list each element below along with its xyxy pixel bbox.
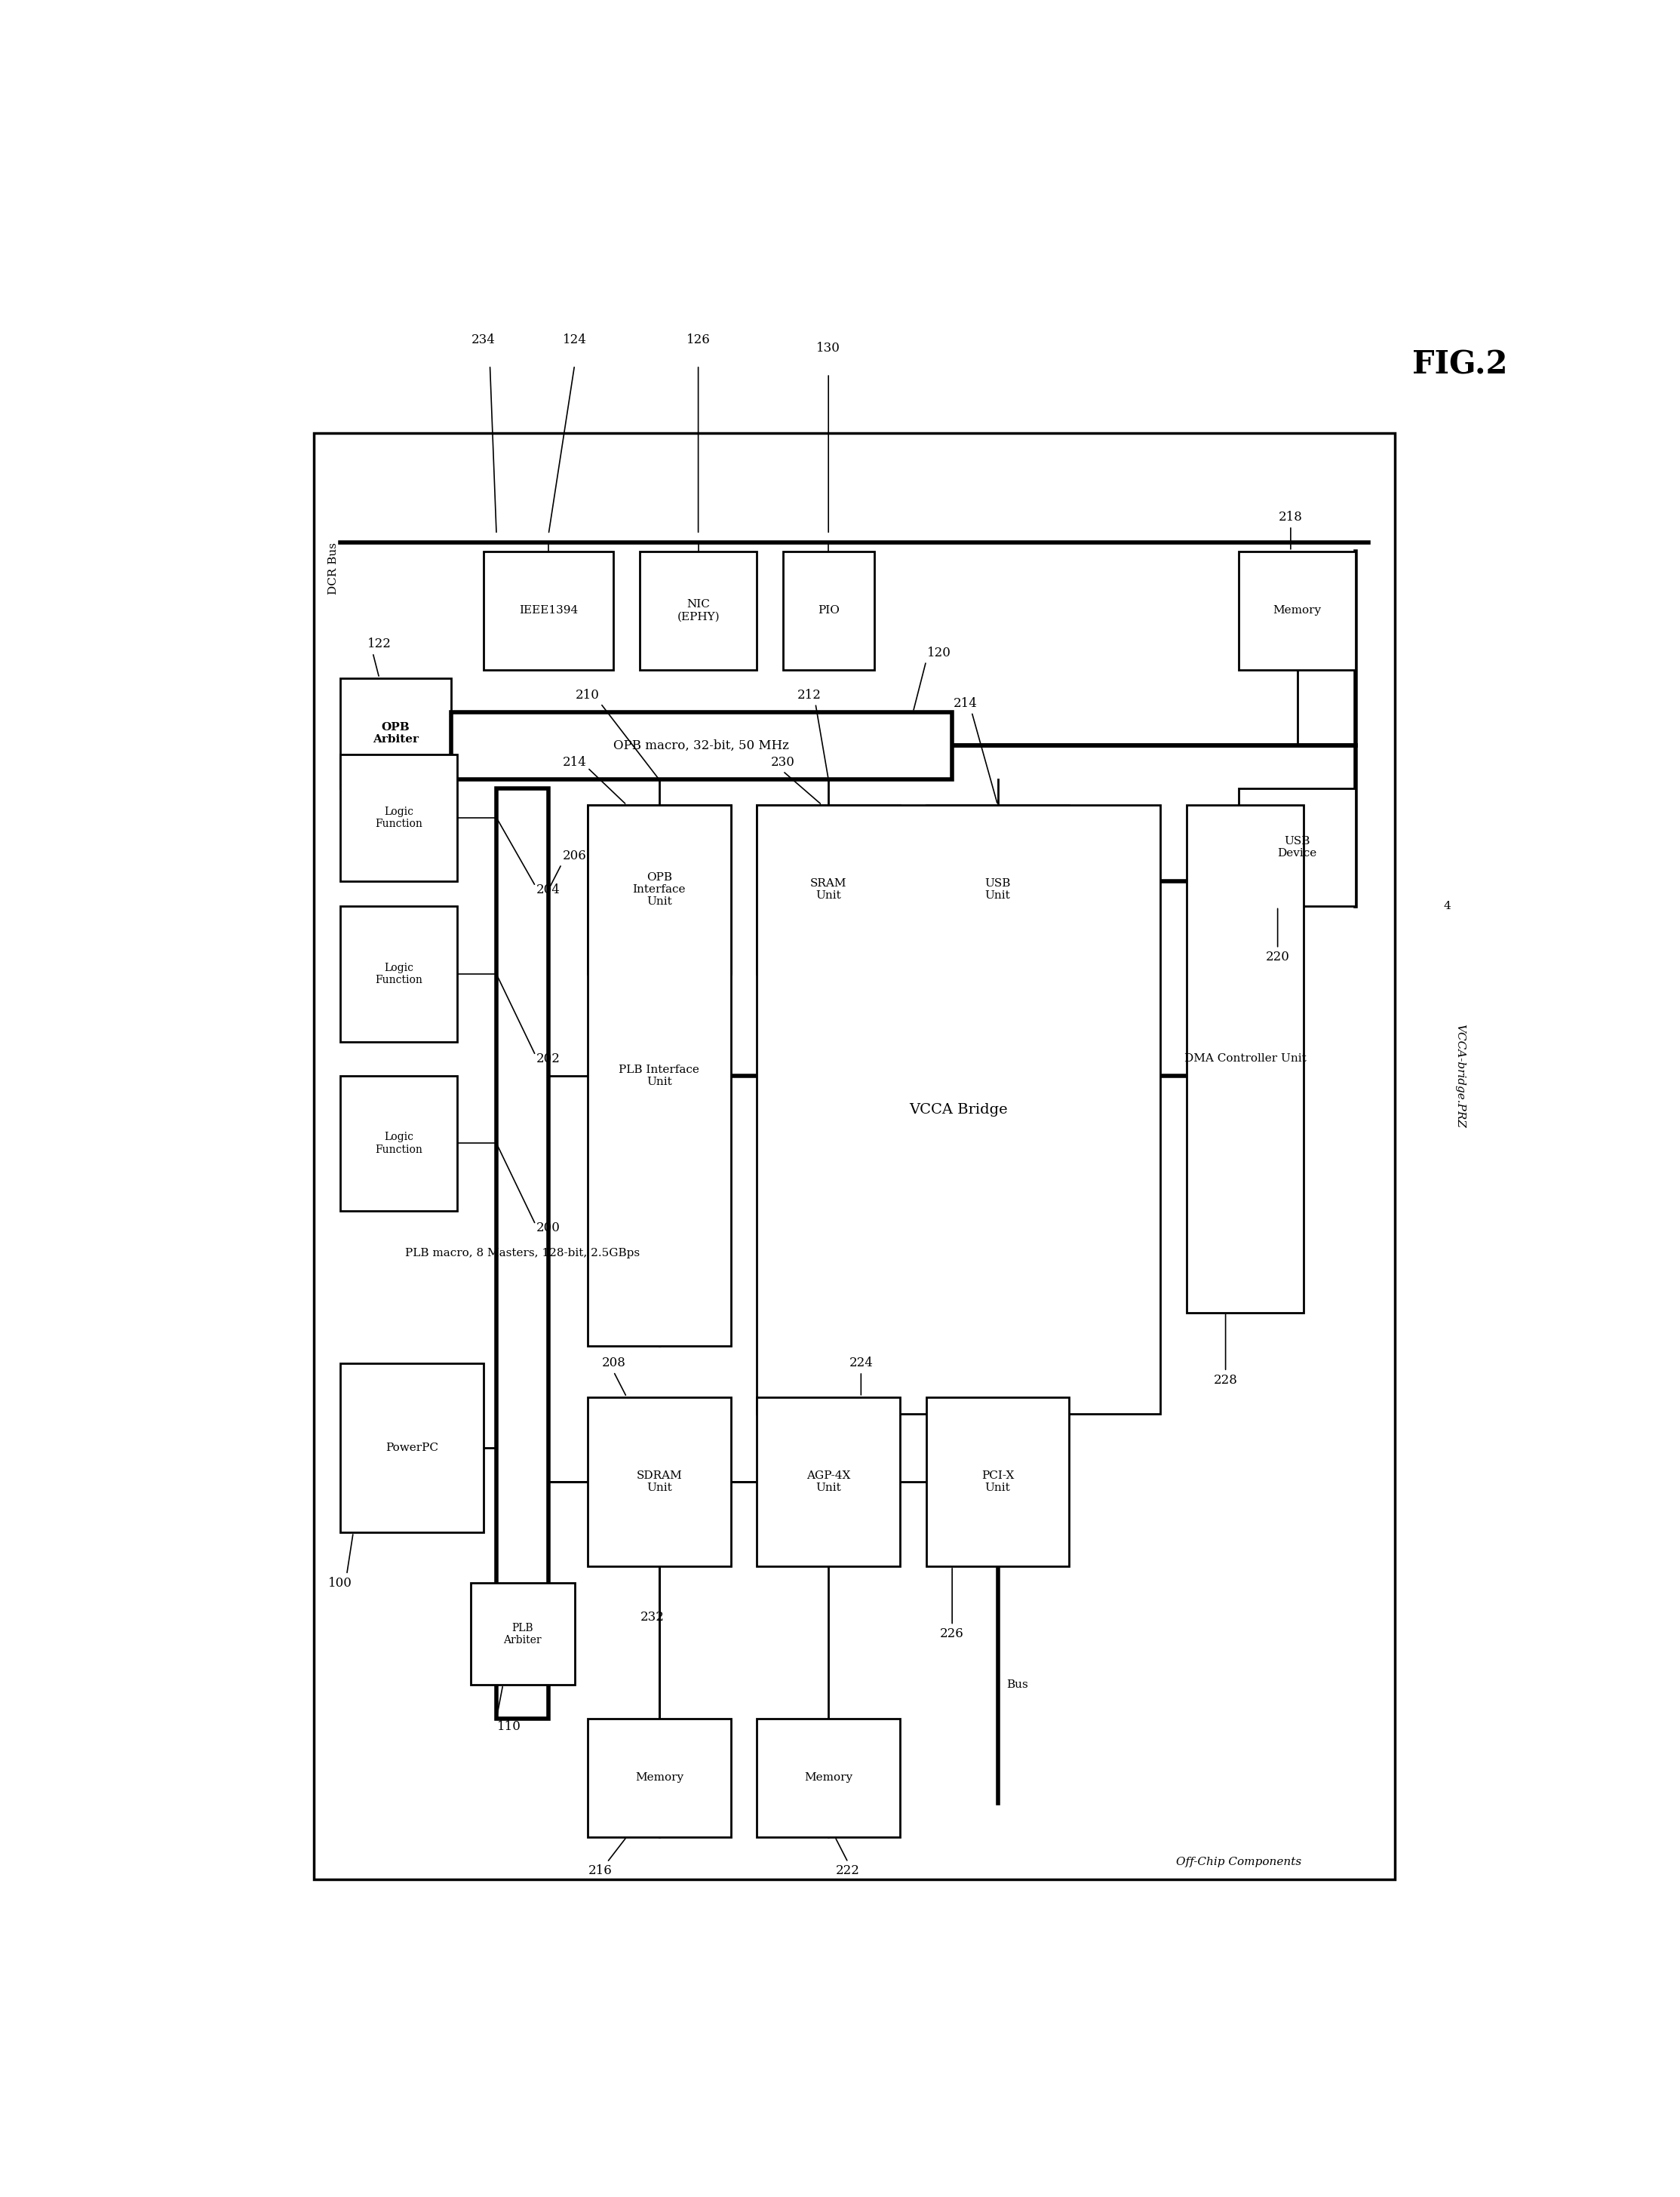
Text: PLB macro, 8 Masters, 128-bit, 2.5GBps: PLB macro, 8 Masters, 128-bit, 2.5GBps bbox=[405, 1248, 640, 1259]
Bar bbox=[588, 804, 731, 1347]
Text: USB
Device: USB Device bbox=[1277, 835, 1317, 859]
Bar bbox=[756, 804, 1161, 1415]
Text: Off-Chip Components: Off-Chip Components bbox=[1176, 1856, 1302, 1867]
Text: Logic
Function: Logic Function bbox=[375, 1131, 422, 1156]
Bar bbox=[339, 754, 457, 881]
Text: 230: 230 bbox=[771, 756, 795, 769]
Text: OPB macro, 32-bit, 50 MHz: OPB macro, 32-bit, 50 MHz bbox=[613, 740, 790, 751]
Text: 228: 228 bbox=[1213, 1373, 1238, 1386]
Text: 122: 122 bbox=[368, 637, 391, 650]
Text: 202: 202 bbox=[536, 1052, 561, 1066]
Bar bbox=[314, 433, 1394, 1878]
Text: Logic
Function: Logic Function bbox=[375, 806, 422, 828]
Text: 124: 124 bbox=[563, 334, 586, 347]
Bar bbox=[756, 1718, 900, 1837]
Text: Memory: Memory bbox=[1273, 604, 1322, 615]
Bar bbox=[339, 1362, 484, 1534]
Bar bbox=[1238, 789, 1356, 907]
Text: USB
Unit: USB Unit bbox=[984, 879, 1011, 901]
Text: 220: 220 bbox=[1265, 951, 1290, 964]
Text: 212: 212 bbox=[796, 688, 822, 701]
Text: 126: 126 bbox=[685, 334, 711, 347]
Text: VCCA Bridge: VCCA Bridge bbox=[909, 1103, 1008, 1116]
Text: 214: 214 bbox=[563, 756, 586, 769]
Text: 222: 222 bbox=[837, 1865, 860, 1876]
Bar bbox=[339, 1077, 457, 1211]
Text: Memory: Memory bbox=[635, 1773, 684, 1784]
Bar bbox=[588, 1718, 731, 1837]
Text: FIG.2: FIG.2 bbox=[1413, 349, 1507, 380]
Bar bbox=[756, 1397, 900, 1566]
Text: PLB
Arbiter: PLB Arbiter bbox=[504, 1624, 541, 1646]
Text: NIC
(EPHY): NIC (EPHY) bbox=[677, 600, 719, 622]
Text: DCR Bus: DCR Bus bbox=[328, 543, 339, 593]
Text: PCI-X
Unit: PCI-X Unit bbox=[981, 1470, 1015, 1494]
Bar bbox=[756, 804, 900, 973]
Text: PLB Interface
Unit: PLB Interface Unit bbox=[618, 1063, 699, 1088]
Text: 232: 232 bbox=[640, 1610, 665, 1624]
Text: VCCA-bridge.PRZ: VCCA-bridge.PRZ bbox=[1455, 1024, 1465, 1127]
Text: PowerPC: PowerPC bbox=[385, 1443, 438, 1452]
Text: Bus: Bus bbox=[1006, 1679, 1028, 1689]
Bar bbox=[588, 804, 731, 973]
Bar bbox=[1238, 551, 1356, 670]
Text: IEEE1394: IEEE1394 bbox=[519, 604, 578, 615]
Text: 204: 204 bbox=[536, 883, 561, 896]
Text: 226: 226 bbox=[941, 1628, 964, 1641]
Bar bbox=[926, 804, 1068, 973]
Text: Logic
Function: Logic Function bbox=[375, 962, 422, 986]
Text: DMA Controller Unit: DMA Controller Unit bbox=[1184, 1052, 1305, 1063]
Text: 120: 120 bbox=[927, 646, 951, 659]
Bar bbox=[497, 789, 548, 1718]
Text: 216: 216 bbox=[588, 1865, 613, 1876]
Text: PIO: PIO bbox=[818, 604, 840, 615]
Bar bbox=[588, 1397, 731, 1566]
Text: 214: 214 bbox=[953, 696, 978, 710]
Text: 4: 4 bbox=[1443, 901, 1450, 912]
Text: 218: 218 bbox=[1278, 512, 1302, 523]
Text: 208: 208 bbox=[601, 1358, 625, 1369]
Text: SRAM
Unit: SRAM Unit bbox=[810, 879, 847, 901]
Text: 130: 130 bbox=[816, 343, 840, 354]
Text: 234: 234 bbox=[472, 334, 496, 347]
Bar bbox=[783, 551, 874, 670]
Bar bbox=[1186, 804, 1304, 1312]
Bar bbox=[339, 907, 457, 1041]
Text: 206: 206 bbox=[563, 850, 586, 861]
Bar bbox=[926, 1397, 1068, 1566]
Text: 224: 224 bbox=[848, 1358, 874, 1369]
Bar bbox=[470, 1584, 575, 1685]
Text: OPB
Interface
Unit: OPB Interface Unit bbox=[633, 872, 685, 907]
Text: 210: 210 bbox=[576, 688, 600, 701]
Text: 200: 200 bbox=[536, 1222, 561, 1235]
Bar bbox=[339, 679, 450, 789]
Bar bbox=[484, 551, 613, 670]
Bar bbox=[640, 551, 756, 670]
Bar bbox=[450, 712, 953, 780]
Text: SDRAM
Unit: SDRAM Unit bbox=[637, 1470, 682, 1494]
Text: Memory: Memory bbox=[805, 1773, 853, 1784]
Text: AGP-4X
Unit: AGP-4X Unit bbox=[806, 1470, 850, 1494]
Text: 110: 110 bbox=[497, 1720, 521, 1733]
Text: 100: 100 bbox=[328, 1577, 353, 1591]
Text: OPB
Arbiter: OPB Arbiter bbox=[373, 721, 418, 745]
